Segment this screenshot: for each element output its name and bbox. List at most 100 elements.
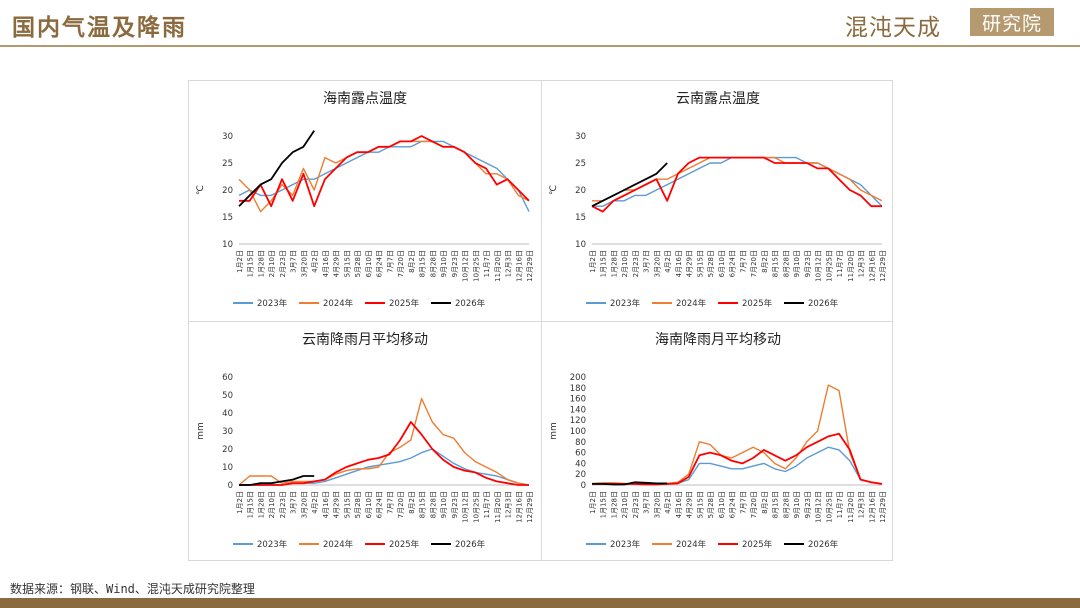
x-tick-label: 8月28日 [429,250,437,277]
x-tick-label: 3月7日 [290,250,298,273]
series-line-2026年 [591,162,668,208]
x-tick-label: 12月3日 [505,491,513,518]
x-tick-label: 8月2日 [408,491,416,514]
x-tick-label: 3月20日 [300,491,308,518]
x-tick-label: 9月23日 [451,491,459,518]
x-tick-label: 4月16日 [322,491,330,518]
series-line-2025年 [592,432,883,486]
x-tick-label: 7月7日 [386,250,394,273]
x-tick-label: 4月2日 [311,491,319,514]
chart-panel-yunnan-rain: 云南降雨月平均移动 mm 0 10 20 30 40 50 60 1月2日 1月15日 1月28日 2月… [189,321,541,561]
x-tick-label: 11月7日 [483,250,491,277]
x-tick-label: 5月28日 [707,250,715,277]
series-line-2025年 [239,421,529,486]
x-tick-label: 4月2日 [311,250,319,273]
x-tick-label: 4月16日 [675,250,683,277]
x-tick-label: 12月29日 [879,250,887,282]
company-logo-badge: 研究院 [970,8,1054,36]
series-line-2026年 [238,130,315,207]
x-tick-label: 1月15日 [600,491,608,518]
x-tick-label: 5月15日 [696,250,704,277]
series-line-2026年 [592,481,668,486]
x-tick-label: 2月10日 [621,491,629,518]
legend-label: 2023年 [257,539,288,550]
x-tick-label: 5月15日 [696,491,704,518]
x-tick-label: 5月15日 [343,491,351,518]
x-tick-label: 3月20日 [300,250,308,277]
x-tick-label: 4月29日 [333,491,341,518]
legend-label: 2026年 [808,298,839,309]
x-tick-label: 7月20日 [750,250,758,277]
x-tick-label: 8月15日 [419,491,427,518]
x-tick-label: 12月3日 [505,250,513,277]
y-tick-label: 10 [222,240,233,250]
y-tick-label: 25 [575,159,586,169]
x-tick-label: 6月24日 [729,491,737,518]
x-tick-label: 4月29日 [333,250,341,277]
chart-title: 云南降雨月平均移动 [302,332,428,348]
x-tick-label: 1月2日 [236,491,244,514]
legend-label: 2024年 [323,539,354,550]
x-tick-label: 1月28日 [257,491,265,518]
legend-label: 2025年 [742,298,773,309]
x-tick-label: 9月23日 [804,250,812,277]
x-tick-label: 9月23日 [804,491,812,518]
x-tick-label: 10月12日 [815,250,823,282]
x-tick-label: 8月15日 [772,491,780,518]
legend-label: 2023年 [257,298,288,309]
x-tick-label: 8月28日 [782,250,790,277]
legend-label: 2023年 [610,539,641,550]
x-tick-label: 7月7日 [739,250,747,273]
x-tick-label: 1月2日 [589,491,597,514]
y-axis-label: ℃ [196,185,206,195]
x-tick-label: 4月2日 [664,491,672,514]
y-tick-label: 100 [570,427,586,437]
y-tick-label: 10 [222,463,233,473]
x-tick-label: 2月10日 [621,250,629,277]
x-tick-label: 6月10日 [718,491,726,518]
chart-panel-hainan-dew: 海南露点温度 ℃ 10 15 20 25 30 1月2日 1月15日 1月28日 2月10日 2月23… [189,81,541,321]
chart-title: 海南降雨月平均移动 [655,332,781,348]
y-tick-label: 15 [575,213,586,223]
legend-label: 2025年 [742,539,773,550]
source-note: 数据来源：钢联、Wind、混沌天成研究院整理 [10,582,255,596]
x-tick-label: 8月2日 [761,250,769,273]
x-tick-label: 10月12日 [462,491,470,523]
legend-label: 2025年 [389,298,420,309]
y-tick-label: 160 [570,395,586,405]
y-tick-label: 20 [222,186,233,196]
x-tick-label: 1月15日 [247,250,255,277]
x-tick-label: 11月20日 [494,491,502,523]
x-tick-label: 2月10日 [268,491,276,518]
x-tick-label: 4月2日 [664,250,672,273]
x-tick-label: 7月20日 [397,491,405,518]
x-tick-label: 3月7日 [290,491,298,514]
y-tick-label: 15 [222,213,233,223]
legend-label: 2024年 [676,298,707,309]
x-tick-label: 11月7日 [483,491,491,518]
y-tick-label: 40 [575,459,586,469]
x-tick-label: 5月28日 [354,491,362,518]
x-tick-label: 6月10日 [365,250,373,277]
x-tick-label: 10月12日 [462,250,470,282]
series-line-2023年 [592,446,883,486]
header-bar: 国内气温及降雨 混沌天成 研究院 [0,0,1080,47]
x-tick-label: 12月16日 [515,491,523,523]
x-tick-label: 11月20日 [847,250,855,282]
footer-bar [0,598,1080,608]
x-tick-label: 4月16日 [675,491,683,518]
y-tick-label: 0 [228,481,233,491]
x-tick-label: 8月28日 [429,491,437,518]
x-tick-label: 10月12日 [815,491,823,523]
x-tick-label: 11月20日 [494,250,502,282]
legend-label: 2023年 [610,298,641,309]
page-title: 国内气温及降雨 [12,14,187,41]
y-tick-label: 30 [222,132,233,142]
y-tick-label: 50 [222,391,233,401]
legend-label: 2026年 [455,298,486,309]
y-tick-label: 60 [575,449,586,459]
x-tick-label: 4月29日 [686,491,694,518]
header-divider [0,45,1080,47]
x-tick-label: 11月7日 [836,250,844,277]
y-axis-label: mm [549,422,559,440]
